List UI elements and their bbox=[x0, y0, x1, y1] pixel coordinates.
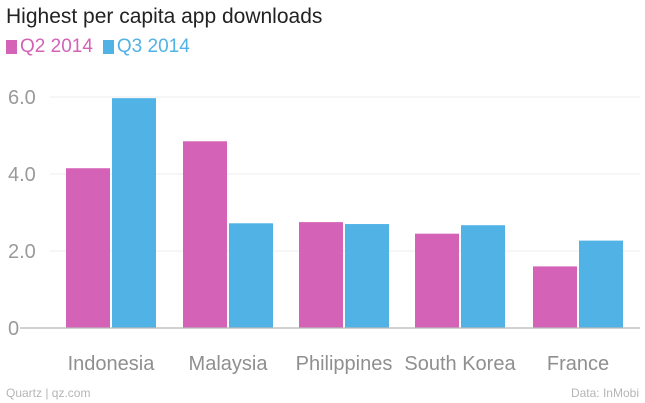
x-tick-label: Indonesia bbox=[68, 353, 156, 375]
bar bbox=[112, 98, 156, 328]
y-tick-label: 4.0 bbox=[8, 164, 36, 186]
bar bbox=[66, 168, 110, 328]
chart-title: Highest per capita app downloads bbox=[6, 5, 323, 28]
bar bbox=[299, 222, 343, 328]
y-tick-label: 2.0 bbox=[8, 241, 36, 263]
bar bbox=[229, 223, 273, 328]
source-credit: Quartz | qz.com bbox=[6, 386, 91, 400]
legend-item-q2: Q2 2014 bbox=[6, 36, 93, 58]
legend: Q2 2014 Q3 2014 bbox=[6, 36, 190, 58]
x-tick-label: Malaysia bbox=[189, 353, 269, 375]
x-tick-label: France bbox=[547, 353, 609, 375]
x-tick-label: South Korea bbox=[404, 353, 516, 375]
bar bbox=[345, 224, 389, 328]
bar bbox=[415, 233, 459, 328]
data-source: Data: InMobi bbox=[570, 386, 639, 400]
bar bbox=[579, 240, 623, 328]
y-tick-label: 6.0 bbox=[8, 87, 36, 109]
legend-item-q3: Q3 2014 bbox=[102, 36, 190, 58]
bar bbox=[183, 141, 227, 328]
legend-label-q2: Q2 2014 bbox=[20, 36, 93, 57]
legend-label-q3: Q3 2014 bbox=[116, 36, 190, 57]
legend-swatch-q3 bbox=[102, 40, 114, 54]
legend-swatch-q2 bbox=[6, 40, 17, 54]
bar bbox=[461, 225, 505, 328]
bar bbox=[533, 266, 577, 328]
x-tick-label: Philippines bbox=[296, 353, 393, 375]
y-tick-label: 0 bbox=[8, 318, 19, 340]
